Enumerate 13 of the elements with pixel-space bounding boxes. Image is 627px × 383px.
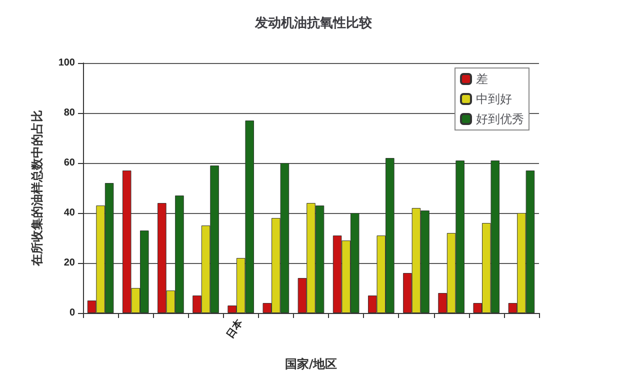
y-tick-label: 20	[64, 258, 76, 268]
x-tick-label: 日本	[224, 316, 246, 341]
y-tick-label: 40	[64, 208, 76, 218]
chart-title: 发动机油抗氧性比较	[254, 15, 373, 31]
y-axis-title: 在所收集的油样总数中的占比	[30, 110, 44, 267]
y-tick-label: 0	[69, 308, 76, 318]
legend-label: 中到好	[476, 92, 512, 106]
legend-label: 好到优秀	[476, 112, 524, 126]
legend-label: 差	[476, 72, 488, 86]
y-tick-label: 100	[58, 58, 76, 68]
y-tick-label: 80	[64, 108, 76, 118]
y-tick-label: 60	[64, 158, 76, 168]
x-axis-title: 国家/地区	[284, 357, 338, 371]
